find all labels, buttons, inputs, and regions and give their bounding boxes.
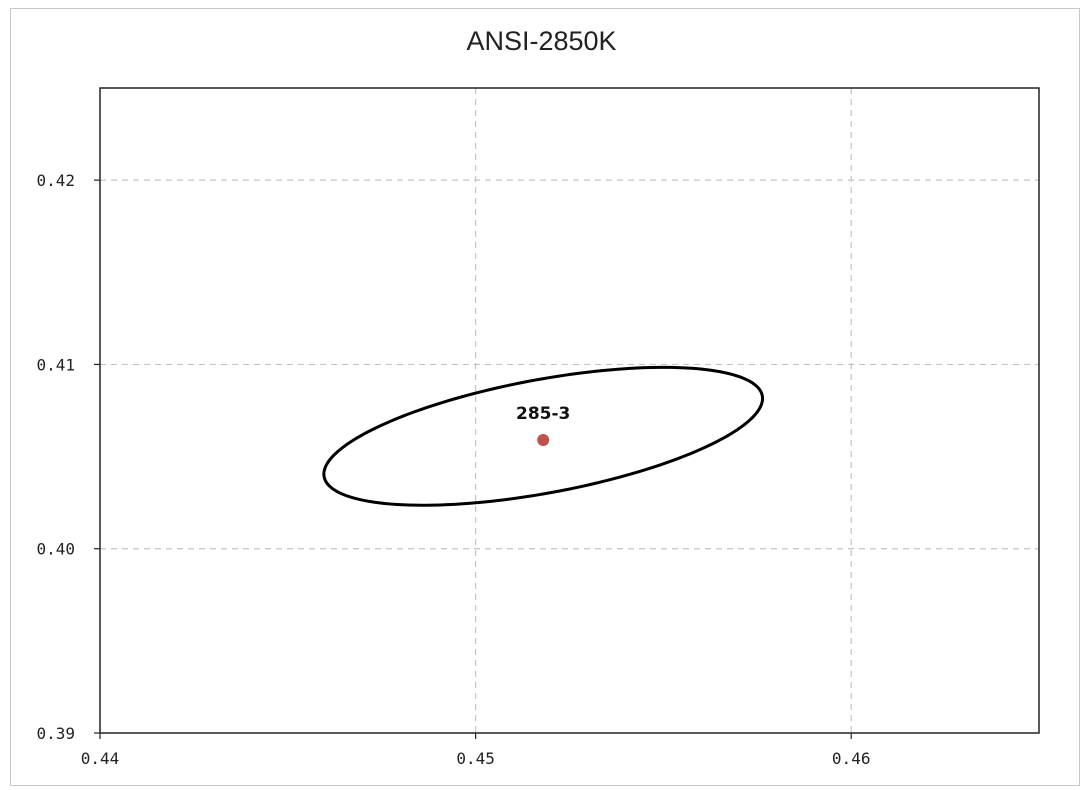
x-tick-label: 0.45: [456, 749, 495, 768]
grid-lines: [100, 88, 1039, 733]
data-points: 285-3: [516, 404, 570, 446]
plot-area: [99, 87, 1040, 734]
y-axis: 0.39 0.40 0.41 0.42: [36, 171, 100, 743]
y-tick-label: 0.41: [36, 355, 75, 374]
data-point-label: 285-3: [516, 404, 570, 424]
x-axis: 0.44 0.45 0.46: [81, 733, 871, 768]
macadam-ellipse: [322, 365, 765, 507]
chart-title: ANSI-2850K: [466, 26, 617, 56]
data-point: [537, 433, 550, 446]
x-tick-label: 0.44: [81, 749, 120, 768]
chart-frame: [10, 8, 1080, 786]
y-tick-label: 0.40: [36, 540, 75, 559]
y-tick-label: 0.42: [36, 171, 75, 190]
x-tick-label: 0.46: [832, 749, 871, 768]
y-tick-label: 0.39: [36, 724, 75, 743]
